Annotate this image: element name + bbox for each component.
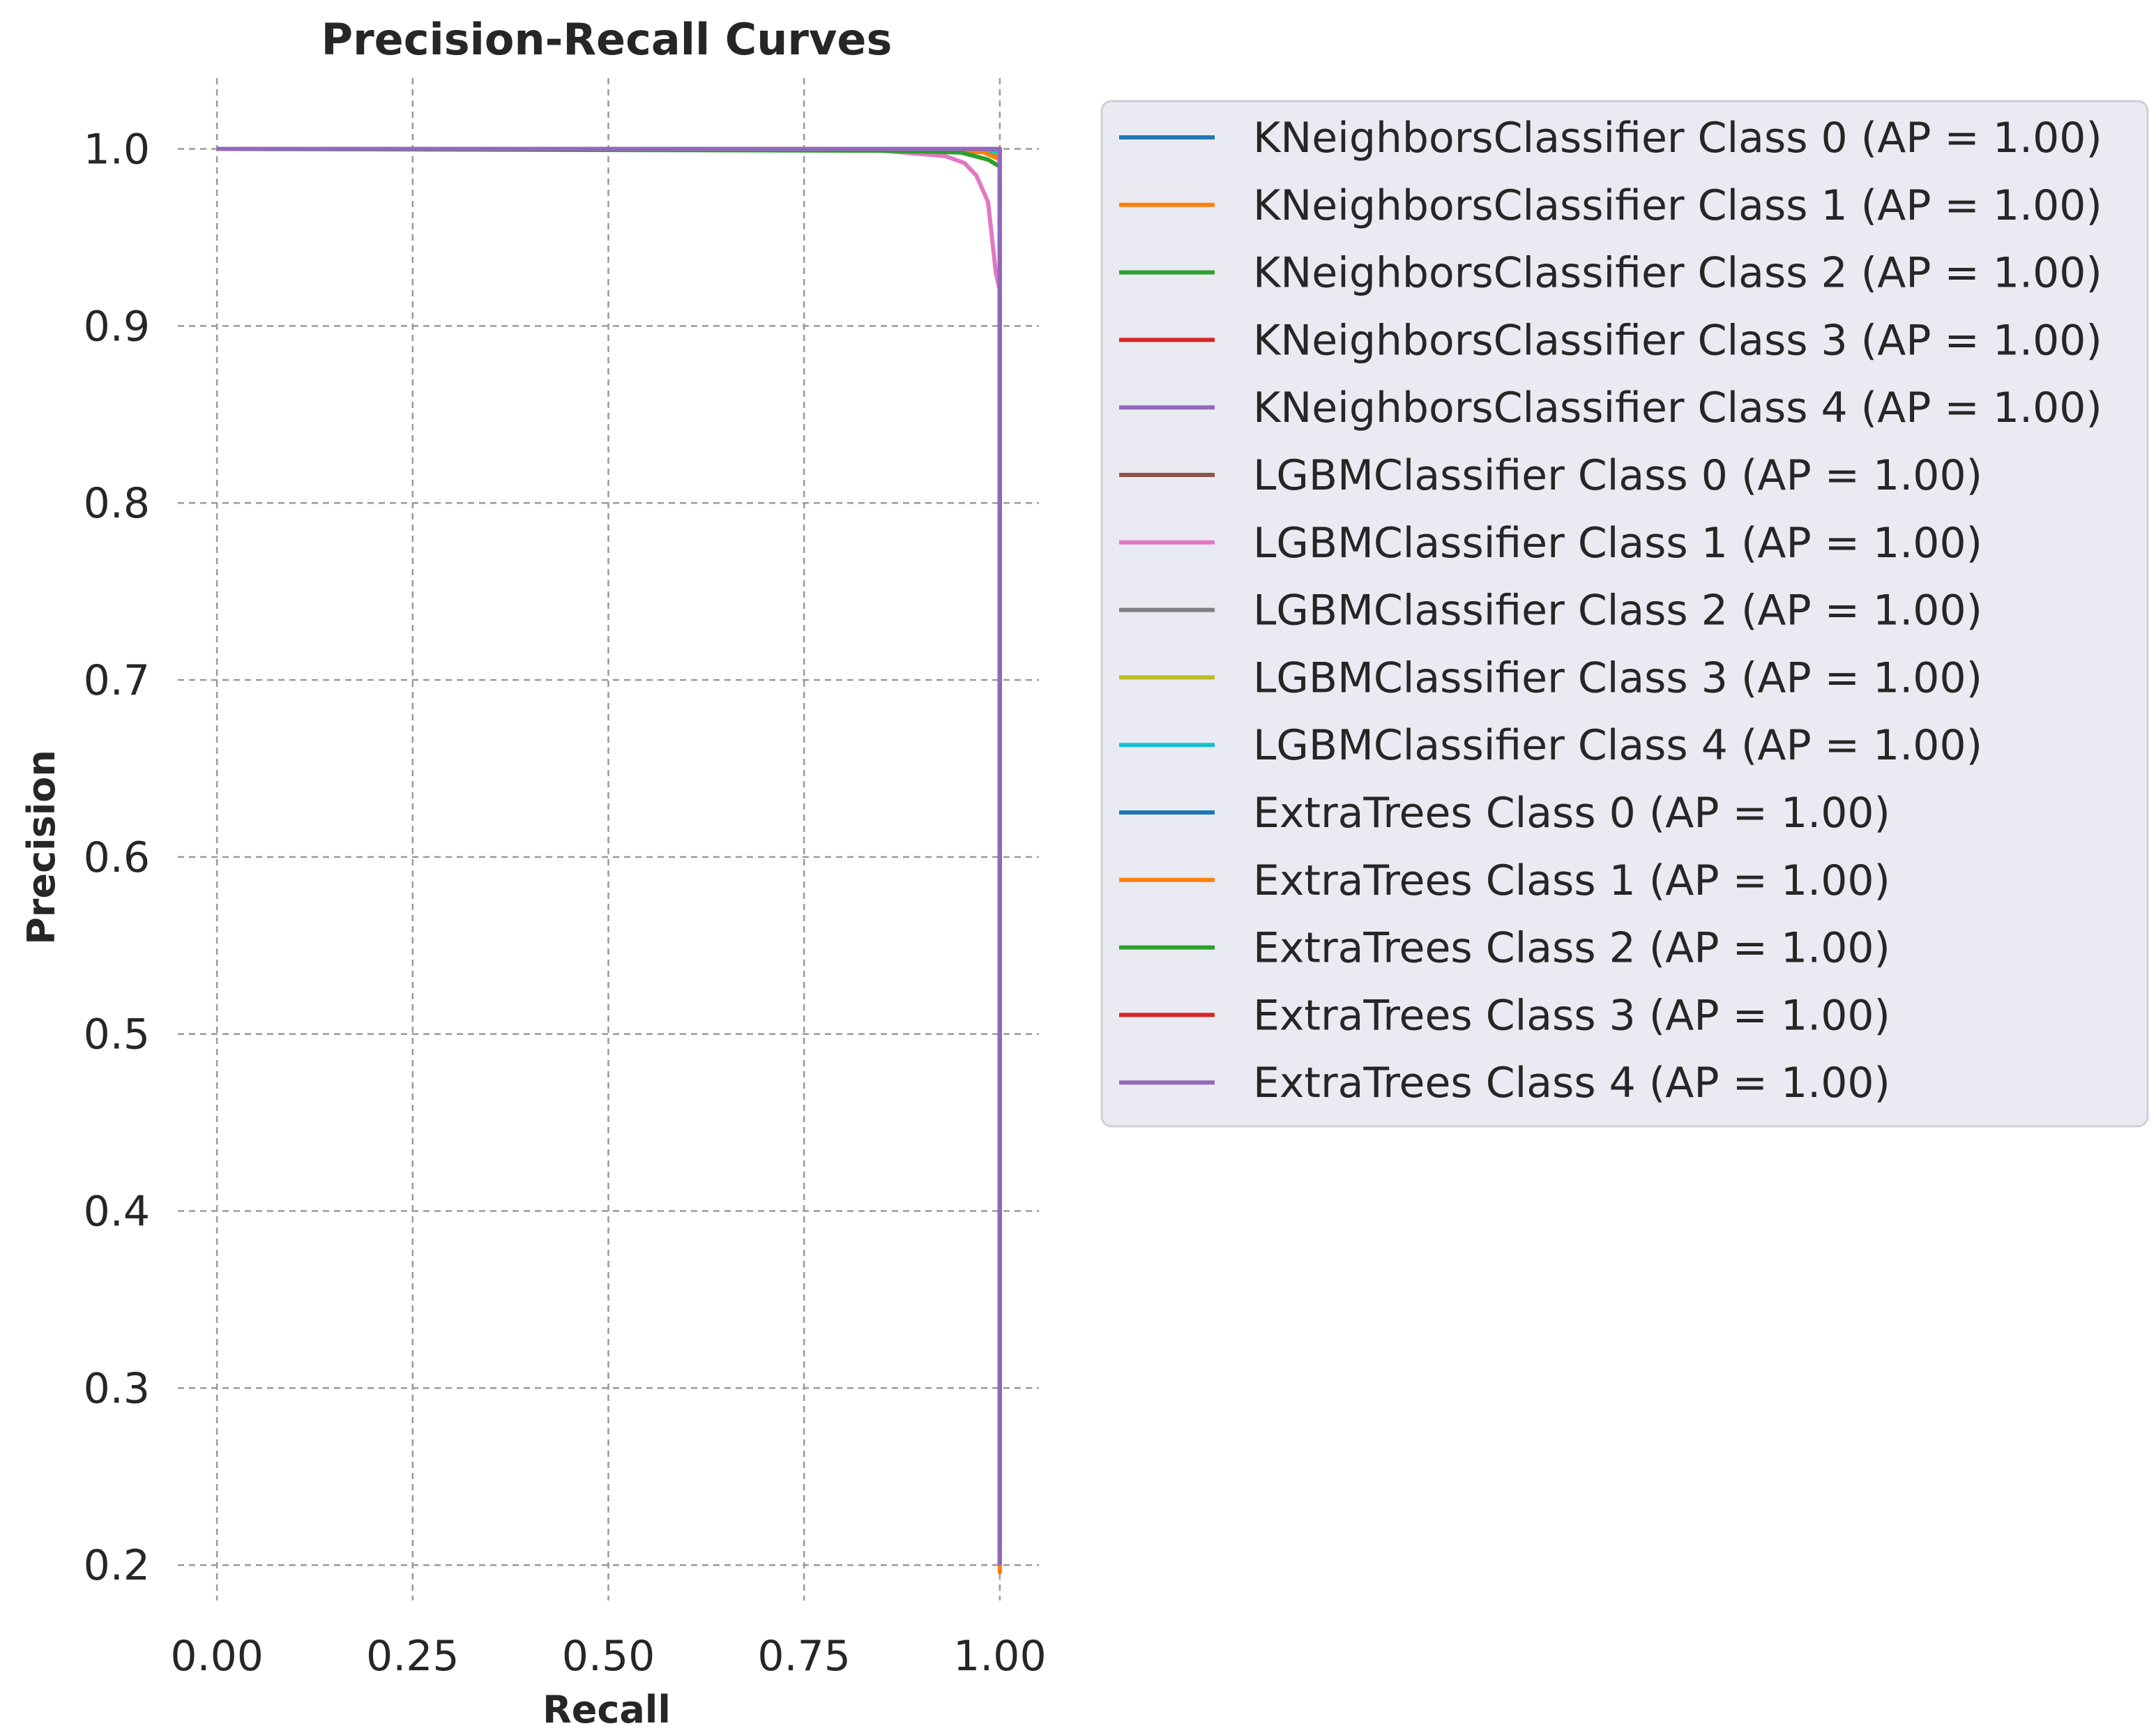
y-tick-label: 1.0	[84, 126, 150, 174]
legend-label: ExtraTrees Class 0 (AP = 1.00)	[1253, 789, 1890, 838]
legend-label: ExtraTrees Class 3 (AP = 1.00)	[1253, 991, 1890, 1040]
legend: KNeighborsClassifier Class 0 (AP = 1.00)…	[1100, 100, 2149, 1128]
legend-label: KNeighborsClassifier Class 1 (AP = 1.00)	[1253, 181, 2102, 230]
x-tick-label: 1.00	[953, 1632, 1047, 1681]
y-tick-label: 0.3	[84, 1364, 150, 1413]
x-tick-labels: 0.00 0.25 0.50 0.75 1.00	[170, 1632, 1046, 1681]
y-tick-label: 0.7	[84, 656, 150, 705]
legend-box	[1100, 100, 2149, 1128]
series-lines	[217, 146, 1002, 1574]
legend-label: LGBMClassifier Class 4 (AP = 1.00)	[1253, 721, 1982, 770]
plot-area	[178, 78, 1039, 1600]
legend-label: KNeighborsClassifier Class 4 (AP = 1.00)	[1253, 384, 2102, 432]
y-tick-label: 0.2	[84, 1541, 150, 1590]
y-tick-label: 0.9	[84, 302, 150, 351]
x-tick-label: 0.75	[757, 1632, 851, 1681]
y-axis-label: Precision	[20, 750, 63, 945]
y-tick-label: 0.8	[84, 479, 150, 528]
legend-label: ExtraTrees Class 4 (AP = 1.00)	[1253, 1059, 1890, 1107]
x-tick-label: 0.50	[562, 1632, 655, 1681]
legend-label: KNeighborsClassifier Class 0 (AP = 1.00)	[1253, 114, 2102, 162]
chart-title: Precision-Recall Curves	[321, 14, 893, 65]
legend-label: LGBMClassifier Class 2 (AP = 1.00)	[1253, 587, 1982, 635]
legend-items: KNeighborsClassifier Class 0 (AP = 1.00)…	[1119, 114, 2102, 1107]
x-axis-label: Recall	[542, 1688, 671, 1732]
legend-label: ExtraTrees Class 2 (AP = 1.00)	[1253, 924, 1890, 973]
legend-label: LGBMClassifier Class 0 (AP = 1.00)	[1253, 451, 1982, 500]
x-tick-label: 0.00	[170, 1632, 264, 1681]
y-tick-labels: 0.2 0.3 0.4 0.5 0.6 0.7 0.8 0.9 1.0	[84, 126, 150, 1591]
y-tick-label: 0.4	[84, 1188, 150, 1236]
legend-label: LGBMClassifier Class 3 (AP = 1.00)	[1253, 653, 1982, 702]
y-tick-label: 0.5	[84, 1011, 150, 1059]
x-tick-label: 0.25	[366, 1632, 460, 1681]
legend-label: ExtraTrees Class 1 (AP = 1.00)	[1253, 856, 1890, 905]
legend-label: KNeighborsClassifier Class 2 (AP = 1.00)	[1253, 249, 2102, 298]
series-line	[217, 146, 1002, 1566]
y-tick-label: 0.6	[84, 833, 150, 882]
legend-label: LGBMClassifier Class 1 (AP = 1.00)	[1253, 519, 1982, 568]
legend-label: KNeighborsClassifier Class 3 (AP = 1.00)	[1253, 316, 2102, 365]
